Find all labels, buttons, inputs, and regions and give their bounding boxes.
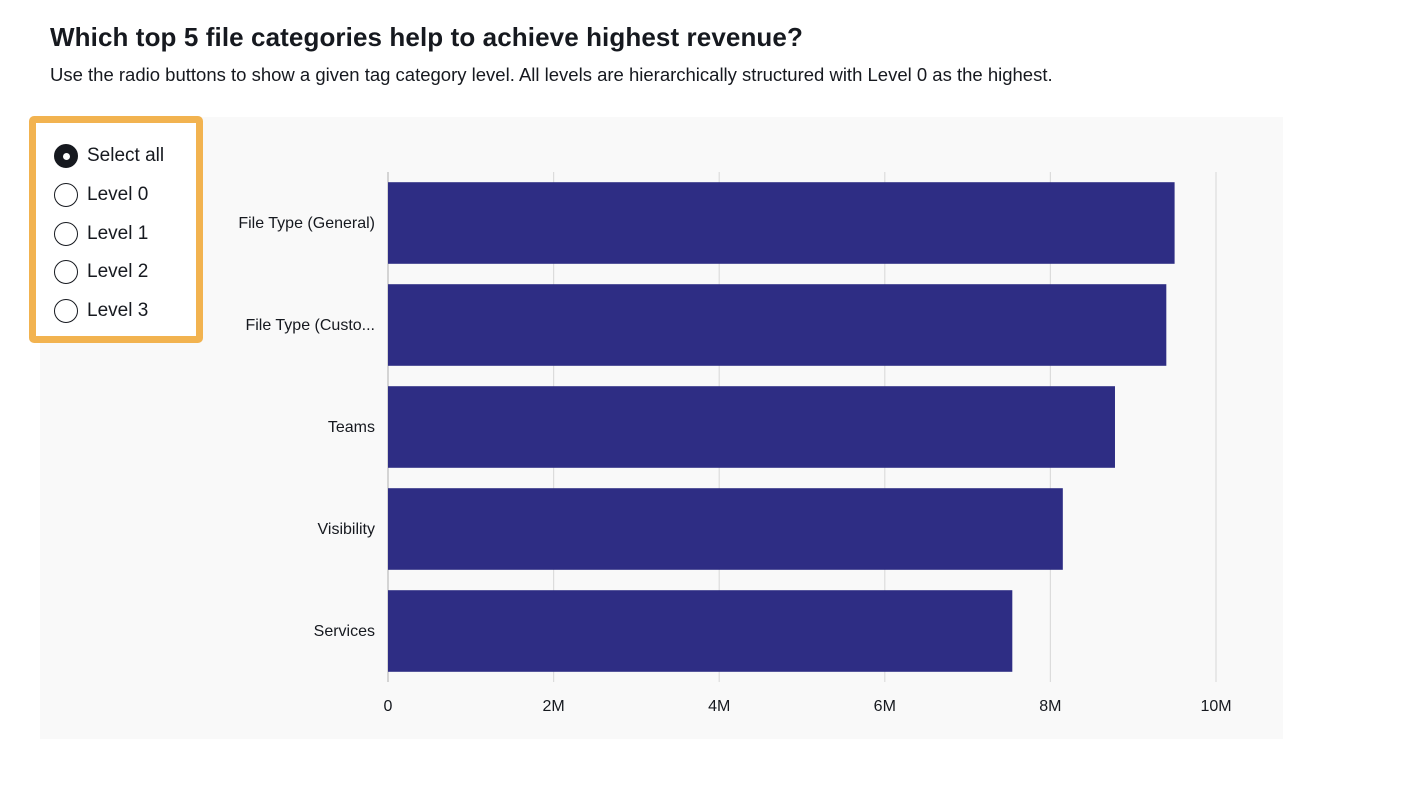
- radio-button-icon[interactable]: [54, 222, 78, 246]
- x-tick-label: 4M: [708, 698, 730, 715]
- category-label: Visibility: [318, 521, 376, 538]
- x-tick-label: 10M: [1200, 698, 1231, 715]
- x-tick-label: 6M: [874, 698, 896, 715]
- bar[interactable]: [388, 182, 1175, 264]
- x-tick-label: 2M: [542, 698, 564, 715]
- bar[interactable]: [388, 284, 1167, 366]
- radio-option-level-1[interactable]: Level 1: [54, 219, 148, 249]
- radio-label: Level 2: [87, 261, 149, 282]
- revenue-bar-chart: File Type (General) File Type (Custo... Te…: [238, 172, 1232, 715]
- bar[interactable]: [388, 488, 1063, 570]
- radio-label: Select all: [87, 145, 165, 166]
- category-label: File Type (Custo...: [245, 317, 375, 334]
- radio-button-icon[interactable]: [54, 260, 78, 284]
- page-subtitle: Use the radio buttons to show a given ta…: [50, 64, 1053, 85]
- category-label: File Type (General): [238, 215, 375, 232]
- x-tick-label: 0: [384, 698, 393, 715]
- radio-option-level-3[interactable]: Level 3: [54, 296, 148, 326]
- bar[interactable]: [388, 386, 1115, 468]
- chart-panel: File Type (General) File Type (Custo... Te…: [40, 117, 1283, 739]
- radio-label: Level 3: [87, 300, 149, 321]
- radio-button-icon[interactable]: [54, 183, 78, 207]
- radio-option-select-all[interactable]: Select all: [54, 141, 164, 171]
- level-filter-radio-group: Select all Level 0 Level 1 Level 2 Level…: [29, 116, 203, 343]
- radio-button-icon[interactable]: [54, 299, 78, 323]
- radio-label: Level 0: [87, 184, 149, 205]
- bar[interactable]: [388, 590, 1013, 672]
- bars: [388, 182, 1175, 672]
- category-label: Teams: [328, 419, 375, 436]
- category-label: Services: [314, 623, 375, 640]
- radio-option-level-0[interactable]: Level 0: [54, 180, 148, 210]
- x-axis-tick-labels: 0 2M 4M 6M 8M 10M: [384, 698, 1232, 715]
- page-title: Which top 5 file categories help to achi…: [50, 22, 803, 52]
- category-labels: File Type (General) File Type (Custo... Te…: [238, 215, 375, 640]
- radio-button-icon[interactable]: [54, 144, 78, 168]
- x-tick-label: 8M: [1039, 698, 1061, 715]
- radio-label: Level 1: [87, 223, 149, 244]
- radio-option-level-2[interactable]: Level 2: [54, 257, 148, 287]
